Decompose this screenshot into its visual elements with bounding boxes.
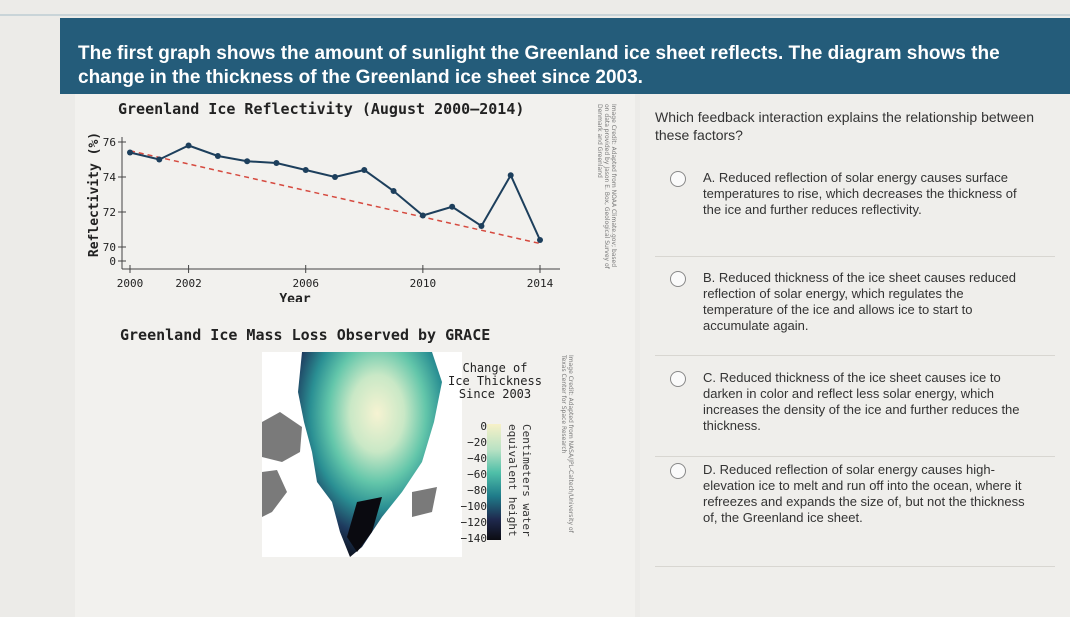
x-tick-label: 2014	[527, 277, 554, 290]
chart2-title: Greenland Ice Mass Loss Observed by GRAC…	[120, 326, 491, 344]
radio-icon[interactable]	[670, 371, 686, 387]
greenland-thickness-map	[262, 352, 462, 557]
x-axis-label: Year	[279, 292, 310, 302]
data-point	[449, 203, 456, 210]
option-text: Reduced thickness of the ice sheet cause…	[703, 370, 1020, 433]
legend-color-bar	[487, 424, 501, 540]
y-tick-label: 0	[109, 255, 116, 268]
legend-axis-label: Centimeters water equivalent height	[506, 424, 536, 540]
chart2-credit: Image Credit: Adapted from NASA/JPL-Calt…	[560, 355, 574, 533]
data-point	[156, 156, 163, 163]
y-tick-label: 70	[103, 241, 116, 254]
data-point	[419, 212, 426, 219]
legend-tick: −20	[467, 436, 487, 449]
option-text: Reduced reflection of solar energy cause…	[703, 462, 1025, 525]
map-loss-region	[347, 497, 382, 552]
answer-option-b[interactable]: B. Reduced thickness of the ice sheet ca…	[655, 270, 1055, 356]
question-text: Which feedback interaction explains the …	[655, 109, 1035, 143]
answer-option-c[interactable]: C. Reduced thickness of the ice sheet ca…	[655, 370, 1055, 457]
legend-axis-line1: Centimeters water	[520, 424, 533, 537]
x-tick-label: 2000	[117, 277, 144, 290]
data-point	[507, 172, 514, 179]
data-point	[214, 153, 221, 159]
option-letter: A.	[703, 170, 716, 185]
intro-banner: The first graph shows the amount of sunl…	[60, 18, 1070, 94]
legend-title-line: Since 2003	[458, 387, 532, 401]
map-island-east	[412, 487, 437, 517]
legend-tick: −80	[467, 484, 487, 497]
map-greenland	[298, 352, 442, 557]
legend-tick: −140	[460, 532, 488, 545]
x-tick-label: 2002	[175, 277, 202, 290]
chart1-title: Greenland Ice Reflectivity (August 2000–…	[118, 100, 525, 118]
data-point	[332, 174, 338, 180]
legend-tick: −40	[467, 452, 487, 465]
data-point	[273, 160, 280, 166]
trend-line	[129, 150, 541, 245]
legend-title-line: Change of	[462, 361, 528, 375]
top-divider	[0, 14, 1070, 16]
data-point	[302, 167, 309, 173]
chart1-credit: Image Credit: Adapted from NOAA Climate.…	[596, 104, 617, 269]
legend-title: Change of Ice Thickness Since 2003	[440, 362, 550, 401]
answer-option-a[interactable]: A. Reduced reflection of solar energy ca…	[655, 170, 1055, 257]
data-point	[361, 167, 368, 173]
x-tick-label: 2006	[292, 277, 319, 290]
option-letter: B.	[703, 270, 716, 285]
radio-icon[interactable]	[670, 271, 686, 287]
data-point	[185, 142, 192, 149]
y-tick-label: 72	[103, 206, 116, 219]
radio-icon[interactable]	[670, 463, 686, 479]
option-text: Reduced reflection of solar energy cause…	[703, 170, 1017, 217]
legend-title-line: Ice Thickness	[448, 374, 542, 388]
y-tick-label: 74	[103, 171, 117, 184]
data-point	[537, 237, 543, 243]
legend-axis-line2: equivalent height	[506, 424, 519, 537]
intro-text: The first graph shows the amount of sunl…	[78, 43, 1000, 88]
legend-tick: 0	[480, 420, 487, 433]
radio-icon[interactable]	[670, 171, 686, 187]
legend-tick: −60	[467, 468, 487, 481]
option-text: Reduced thickness of the ice sheet cause…	[703, 270, 1016, 333]
data-point	[127, 149, 133, 156]
y-axis-label: Reflectivity (%)	[87, 132, 102, 257]
data-point	[390, 188, 397, 194]
x-tick-label: 2010	[410, 277, 437, 290]
legend-tick: −100	[460, 500, 488, 513]
y-tick-label: 76	[103, 136, 116, 149]
answer-option-d[interactable]: D. Reduced reflection of solar energy ca…	[655, 462, 1055, 567]
map-land-west	[262, 412, 302, 462]
legend-tick: −120	[460, 516, 488, 529]
option-letter: C.	[703, 370, 716, 385]
data-point	[478, 223, 485, 229]
map-land-southwest	[262, 470, 287, 517]
data-point	[244, 158, 251, 165]
option-letter: D.	[703, 462, 716, 477]
